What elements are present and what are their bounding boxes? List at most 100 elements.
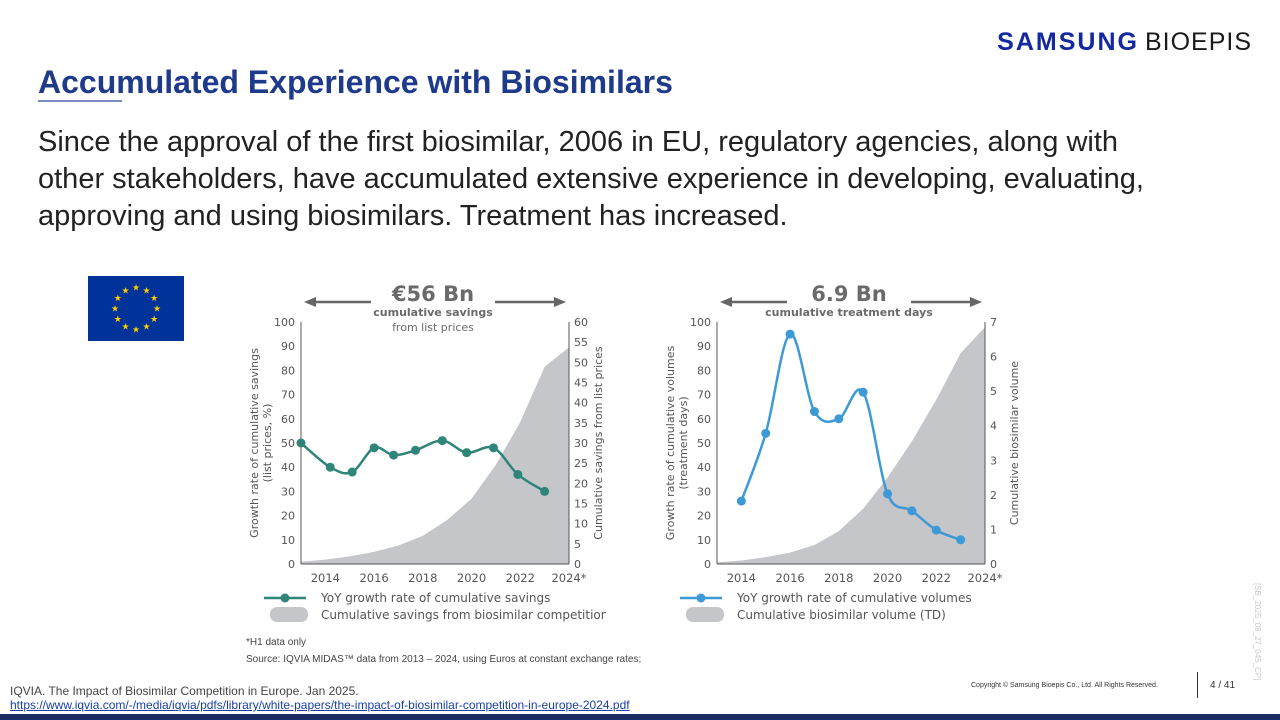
savings-left-tick-label: 30 xyxy=(281,485,295,498)
savings-growth-point xyxy=(462,448,472,458)
savings-x-tick-label: 2018 xyxy=(408,571,437,585)
volume-legend-area-swatch xyxy=(686,607,724,622)
volume-right-tick-label: 6 xyxy=(990,351,997,364)
volume-headline: 6.9 Bn xyxy=(811,282,886,306)
volume-growth-point xyxy=(907,506,917,516)
eu-star-icon: ★ xyxy=(121,323,129,333)
eu-star-icon: ★ xyxy=(142,286,150,296)
eu-star-icon: ★ xyxy=(132,326,140,336)
volume-right-tick-label: 5 xyxy=(990,385,997,398)
savings-left-tick-label: 40 xyxy=(281,461,295,474)
savings-x-tick-label: 2020 xyxy=(457,571,486,585)
volume-right-axis-title: (treatment days) xyxy=(1021,396,1022,489)
savings-right-tick-label: 5 xyxy=(574,538,581,551)
savings-right-tick-label: 55 xyxy=(574,336,588,349)
volume-arrow-left-head xyxy=(720,297,732,307)
volume-x-tick-label: 2016 xyxy=(775,571,804,585)
volume-growth-point xyxy=(809,407,819,417)
savings-growth-point xyxy=(325,462,335,472)
savings-arrow-right-head xyxy=(554,297,566,307)
savings-right-tick-label: 15 xyxy=(574,498,588,511)
volume-left-tick-label: 0 xyxy=(704,558,711,571)
volume-left-tick-label: 50 xyxy=(697,437,711,450)
eu-star-icon: ★ xyxy=(132,284,140,294)
savings-left-axis-title: Growth rate of cumulative savings xyxy=(248,348,261,538)
savings-right-tick-label: 60 xyxy=(574,316,588,329)
savings-legend-area-swatch xyxy=(270,607,308,622)
savings-x-tick-label: 2022 xyxy=(506,571,535,585)
savings-left-tick-label: 80 xyxy=(281,364,295,377)
footer-reference: IQVIA. The Impact of Biosimilar Competit… xyxy=(10,684,359,698)
savings-left-tick-label: 100 xyxy=(274,316,295,329)
footer-link[interactable]: https://www.iqvia.com/-/media/iqvia/pdfs… xyxy=(10,698,630,712)
volume-growth-point xyxy=(883,489,893,499)
volume-left-tick-label: 60 xyxy=(697,413,711,426)
volume-left-axis-title: (treatment days) xyxy=(677,396,690,489)
volume-right-tick-label: 4 xyxy=(990,420,997,433)
savings-headline: €56 Bn xyxy=(391,282,474,306)
savings-right-tick-label: 25 xyxy=(574,457,588,470)
volume-x-tick-label: 2014 xyxy=(727,571,756,585)
h1-note: *H1 data only xyxy=(246,637,307,648)
savings-legend-line-marker xyxy=(280,593,290,603)
savings-growth-point xyxy=(389,450,399,460)
savings-x-tick-label: 2024* xyxy=(551,571,586,585)
volume-right-tick-label: 3 xyxy=(990,454,997,467)
volume-right-tick-label: 1 xyxy=(990,523,997,536)
volume-left-tick-label: 80 xyxy=(697,364,711,377)
volume-right-tick-label: 7 xyxy=(990,316,997,329)
savings-growth-point xyxy=(540,486,550,496)
savings-cumulative-area xyxy=(301,347,569,564)
volume-left-tick-label: 90 xyxy=(697,340,711,353)
eu-flag-icon: ★ ★★★★★★★★★★★ xyxy=(88,276,184,341)
source-note: Source: IQVIA MIDAS™ data from 2013 – 20… xyxy=(246,654,642,665)
savings-growth-point xyxy=(513,469,523,479)
eu-flag-stars: ★ ★★★★★★★★★★★ xyxy=(111,284,161,336)
savings-headline-sub2: from list prices xyxy=(392,321,474,334)
volume-left-tick-label: 40 xyxy=(697,461,711,474)
eu-star-icon: ★ xyxy=(153,305,161,315)
volume-x-tick-label: 2020 xyxy=(873,571,902,585)
savings-left-tick-label: 90 xyxy=(281,340,295,353)
savings-right-tick-label: 0 xyxy=(574,558,581,571)
volume-growth-point xyxy=(858,387,868,397)
volume-left-tick-label: 70 xyxy=(697,389,711,402)
logo-sub: BIOEPIS xyxy=(1144,28,1252,56)
savings-x-tick-label: 2016 xyxy=(359,571,388,585)
savings-left-tick-label: 50 xyxy=(281,437,295,450)
eu-flag-background xyxy=(88,276,184,341)
savings-right-tick-label: 40 xyxy=(574,397,588,410)
slide-body-text: Since the approval of the first biosimil… xyxy=(38,126,1144,232)
volume-x-tick-label: 2024* xyxy=(967,571,1002,585)
volume-growth-point xyxy=(736,496,746,506)
volume-legend-line-label: YoY growth rate of cumulative volumes xyxy=(736,591,972,605)
volume-right-tick-label: 0 xyxy=(990,558,997,571)
eu-star-icon: ★ xyxy=(111,305,119,315)
savings-left-tick-label: 60 xyxy=(281,413,295,426)
savings-growth-point xyxy=(488,443,498,453)
volume-arrow-right-head xyxy=(970,297,982,307)
savings-right-tick-label: 30 xyxy=(574,437,588,450)
document-code: [SB_2025_08_27_045_CP] xyxy=(1253,583,1262,681)
company-logo: SAMSUNG BIOEPIS xyxy=(997,28,1252,57)
eu-star-icon: ★ xyxy=(121,286,129,296)
volume-left-tick-label: 30 xyxy=(697,485,711,498)
copyright-text: Copyright © Samsung Bioepis Co., Ltd. Al… xyxy=(971,682,1158,689)
savings-left-axis-title: (list prices, %) xyxy=(261,404,274,483)
eu-star-icon: ★ xyxy=(142,323,150,333)
savings-right-tick-label: 10 xyxy=(574,518,588,531)
savings-right-tick-label: 35 xyxy=(574,417,588,430)
eu-star-icon: ★ xyxy=(150,315,158,325)
volume-x-tick-label: 2022 xyxy=(922,571,951,585)
savings-growth-point xyxy=(296,438,306,448)
savings-legend-line-label: YoY growth rate of cumulative savings xyxy=(320,591,550,605)
savings-right-tick-label: 20 xyxy=(574,477,588,490)
savings-x-tick-label: 2014 xyxy=(311,571,340,585)
volume-left-tick-label: 10 xyxy=(697,534,711,547)
volume-left-axis-title: Growth rate of cumulative volumes xyxy=(664,346,677,541)
savings-left-tick-label: 70 xyxy=(281,389,295,402)
savings-legend-area-label: Cumulative savings from biosimilar compe… xyxy=(321,608,606,622)
savings-right-axis-title: (Bn, EUR) xyxy=(605,417,606,470)
